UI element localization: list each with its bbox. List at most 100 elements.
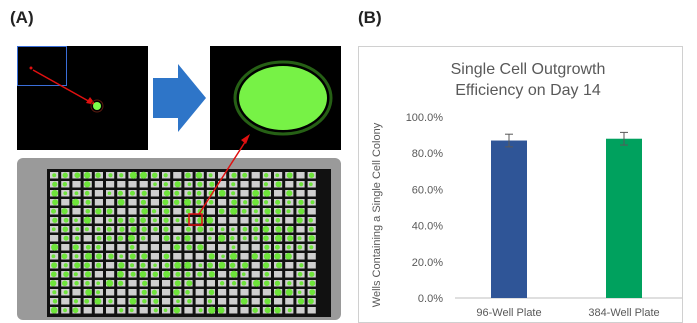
well — [139, 244, 148, 251]
colony-spot — [263, 280, 270, 287]
colony-spot — [287, 200, 291, 205]
colony-spot — [163, 208, 170, 215]
colony-spot — [106, 279, 114, 287]
colony-spot — [253, 236, 258, 241]
colony-spot — [196, 199, 202, 205]
colony-spot — [309, 182, 313, 187]
colony-spot — [95, 253, 102, 260]
colony-spot — [51, 243, 59, 251]
well — [229, 217, 238, 224]
colony-spot — [52, 181, 58, 187]
well — [307, 208, 316, 215]
well — [106, 307, 115, 314]
colony-spot — [163, 308, 168, 313]
colony-spot — [50, 271, 57, 278]
well — [117, 208, 126, 215]
y-tick-label: 100.0% — [406, 112, 444, 124]
colony-spot — [208, 289, 215, 296]
well — [274, 271, 283, 278]
cell-track-arrow — [32, 69, 93, 104]
colony-spot — [162, 199, 169, 206]
well — [307, 253, 316, 260]
colony-spot — [63, 263, 68, 268]
well — [251, 181, 260, 188]
well — [274, 298, 283, 305]
colony-spot — [141, 253, 148, 260]
colony-spot — [127, 234, 136, 242]
colony-spot — [274, 253, 281, 260]
colony-spot — [174, 261, 181, 269]
well — [251, 244, 260, 251]
colony-spot — [286, 209, 291, 214]
colony-spot — [285, 288, 293, 296]
well — [240, 181, 249, 188]
colony-spot — [195, 172, 203, 179]
colony-spot — [175, 218, 180, 223]
colony-spot — [140, 236, 146, 241]
well — [150, 244, 159, 251]
colony-spot — [219, 281, 225, 286]
colony-spot — [108, 253, 114, 260]
colony-spot — [252, 189, 260, 197]
colony-spot — [264, 307, 271, 314]
well — [195, 289, 204, 296]
colony-spot — [117, 198, 125, 206]
colony-spot — [264, 298, 271, 305]
colony-spot — [297, 271, 303, 277]
colony-spot — [52, 173, 57, 178]
colony-spot — [309, 271, 315, 277]
colony-spot — [276, 262, 282, 269]
well — [61, 199, 70, 206]
well — [72, 181, 81, 188]
well — [229, 298, 238, 305]
colony-spot — [141, 208, 148, 215]
well — [83, 235, 92, 242]
colony-spot — [153, 263, 157, 268]
colony-spot — [230, 252, 238, 260]
well — [150, 190, 159, 197]
colony-spot — [174, 181, 181, 188]
colony-spot — [51, 262, 58, 269]
well — [296, 253, 305, 260]
well — [240, 289, 249, 296]
bar-1 — [491, 140, 527, 298]
colony-spot — [73, 299, 79, 304]
colony-spot — [308, 226, 314, 232]
colony-spot — [274, 244, 280, 250]
colony-spot — [254, 218, 259, 223]
colony-spot — [140, 171, 148, 179]
colony-spot — [221, 254, 225, 259]
well — [285, 181, 294, 188]
well-to-colony-arrow — [198, 138, 248, 215]
colony-spot — [252, 307, 258, 313]
colony-spot — [275, 208, 282, 215]
colony-spot — [263, 173, 269, 178]
well — [128, 208, 137, 215]
colony-spot — [185, 271, 191, 277]
well — [251, 271, 260, 278]
colony-spot — [130, 271, 136, 277]
colony-spot — [74, 191, 79, 196]
well — [117, 244, 126, 251]
well — [195, 280, 204, 287]
colony-spot — [129, 171, 137, 179]
well — [240, 190, 249, 197]
colony-spot — [108, 173, 113, 178]
colony-spot — [242, 172, 248, 178]
well — [106, 289, 115, 296]
colony-spot — [263, 189, 271, 197]
colony-spot — [63, 235, 69, 241]
well — [94, 217, 103, 224]
colony-spot — [184, 235, 191, 242]
colony-spot — [61, 208, 68, 215]
colony-spot — [197, 271, 203, 277]
colony-spot — [141, 289, 147, 295]
well — [150, 199, 159, 206]
well — [162, 280, 171, 287]
well — [195, 253, 204, 260]
well — [195, 298, 204, 305]
y-axis-label: Wells Containing a Single Cell Colony — [371, 122, 383, 307]
colony-spot — [231, 191, 236, 196]
colony-spot — [264, 271, 270, 277]
